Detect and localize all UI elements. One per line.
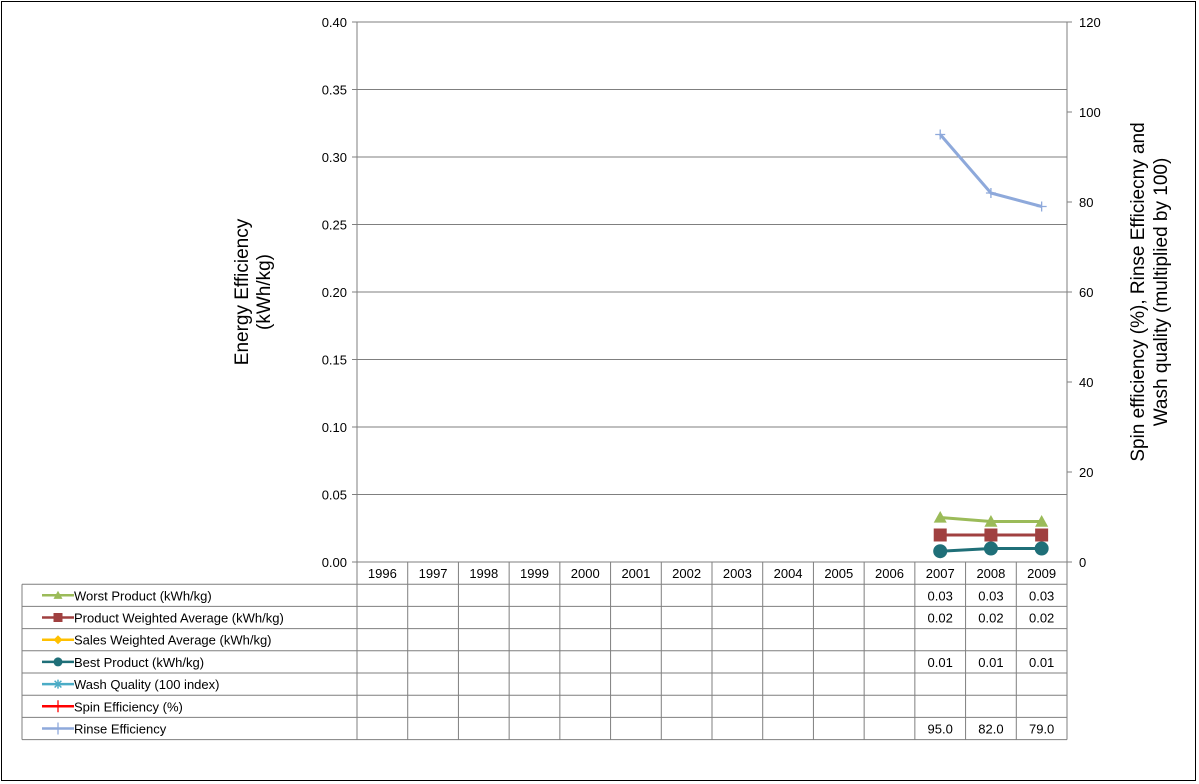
left-tick-label: 0.10: [322, 420, 347, 435]
left-tick-label: 0.25: [322, 218, 347, 233]
data-point: [933, 510, 947, 523]
data-point: [1036, 201, 1047, 212]
x-category-label: 2000: [571, 566, 600, 581]
table-cell-value: 0.02: [978, 611, 1003, 626]
data-point: [933, 528, 947, 542]
legend-key-marker: [52, 700, 64, 713]
legend-key-0: [42, 590, 74, 599]
legend-key-2: [42, 635, 74, 645]
x-category-label: 2003: [723, 566, 752, 581]
legend-key-marker: [53, 590, 63, 599]
data-point: [1034, 541, 1049, 556]
right-axis-title-line: Wash quality (multiplied by 100): [1151, 158, 1172, 427]
left-axis-title-line: Energy Efficiency: [232, 218, 253, 365]
legend-key-marker: [53, 635, 63, 645]
x-category-label: 2001: [621, 566, 650, 581]
data-point: [1035, 528, 1049, 542]
series-row-label: Rinse Efficiency: [74, 722, 167, 737]
table-cell-value: 0.03: [928, 588, 953, 603]
right-tick-label: 120: [1079, 15, 1101, 30]
table-cell-value: 0.02: [1029, 611, 1054, 626]
x-category-label: 1997: [419, 566, 448, 581]
x-category-label: 1996: [368, 566, 397, 581]
table-cell-value: 0.03: [978, 588, 1003, 603]
left-axis-title-line: (kWh/kg): [254, 254, 275, 330]
data-point: [984, 528, 998, 542]
table-cell-value: 0.01: [928, 655, 953, 670]
data-point: [933, 544, 948, 559]
x-category-label: 2009: [1027, 566, 1056, 581]
data-table: 1996 1997 1998 1999 2000 2001 2002 2003 2004 2005…: [21, 561, 1068, 741]
legend-key-marker: [53, 679, 63, 689]
right-axis-title-line: Spin efficiency (%), Rinse Efficiecny an…: [1128, 122, 1149, 461]
x-category-label: 1999: [520, 566, 549, 581]
table-cell-value: 0.03: [1029, 588, 1054, 603]
series-row-label: Spin Efficiency (%): [74, 699, 183, 714]
legend-key-4: [42, 679, 74, 689]
x-category-label: 1998: [469, 566, 498, 581]
x-category-label: 2004: [774, 566, 803, 581]
legend-key-marker: [53, 657, 63, 667]
series-row-label: Wash Quality (100 index): [74, 677, 219, 692]
right-tick-label: 80: [1079, 195, 1093, 210]
x-category-label: 2008: [976, 566, 1005, 581]
x-category-label: 2006: [875, 566, 904, 581]
x-category-label: 2002: [672, 566, 701, 581]
data-point: [983, 541, 998, 556]
right-tick-label: 20: [1079, 465, 1093, 480]
legend-key-6: [42, 722, 74, 735]
left-tick-label: 0.40: [322, 15, 347, 30]
left-axis-ticks: 0.00 0.05 0.10 0.15 0.20 0.25 0.30 0.35 0.40: [322, 15, 347, 570]
legend-key-5: [42, 700, 74, 713]
data-point: [1035, 515, 1049, 527]
left-tick-label: 0.20: [322, 285, 347, 300]
series-row-label: Sales Weighted Average (kWh/kg): [74, 633, 272, 648]
data-point: [984, 515, 998, 527]
legend-key-marker: [53, 613, 63, 622]
legend-key-marker: [52, 722, 64, 735]
left-tick-label: 0.15: [322, 353, 347, 368]
right-tick-label: 100: [1079, 105, 1101, 120]
series-row-label: Worst Product (kWh/kg): [74, 588, 212, 603]
table-cell-value: 79.0: [1029, 722, 1054, 737]
table-cell-value: 82.0: [978, 722, 1003, 737]
series-row-label: Product Weighted Average (kWh/kg): [74, 611, 284, 626]
left-axis-title: Energy Efficiency(kWh/kg): [232, 218, 275, 365]
left-axis-title-text: Energy Efficiency(kWh/kg): [232, 218, 275, 365]
x-category-label: 2005: [824, 566, 853, 581]
right-axis-title-text: Spin efficiency (%), Rinse Efficiecny an…: [1128, 122, 1172, 461]
data-point: [935, 129, 946, 140]
table-cell-value: 95.0: [928, 722, 953, 737]
right-tick-label: 0: [1079, 555, 1086, 570]
left-tick-label: 0.05: [322, 488, 347, 503]
left-tick-label: 0.30: [322, 150, 347, 165]
legend-key-1: [42, 613, 74, 622]
series-lines: [933, 129, 1049, 559]
right-tick-label: 60: [1079, 285, 1093, 300]
right-axis-title: Spin efficiency (%), Rinse Efficiecny an…: [1128, 122, 1172, 461]
table-cell-value: 0.01: [1029, 655, 1054, 670]
table-cell-value: 0.02: [928, 611, 953, 626]
data-point: [985, 188, 996, 198]
right-tick-label: 40: [1079, 375, 1093, 390]
table-cell-value: 0.01: [978, 655, 1003, 670]
left-tick-label: 0.35: [322, 83, 347, 98]
legend-key-3: [42, 657, 74, 667]
gridlines: [352, 21, 1068, 563]
series-row-label: Best Product (kWh/kg): [74, 655, 204, 670]
right-axis-ticks: 0 20 40 60 80 100 120: [1067, 15, 1101, 570]
left-tick-label: 0.00: [322, 555, 347, 570]
x-category-label: 2007: [926, 566, 955, 581]
